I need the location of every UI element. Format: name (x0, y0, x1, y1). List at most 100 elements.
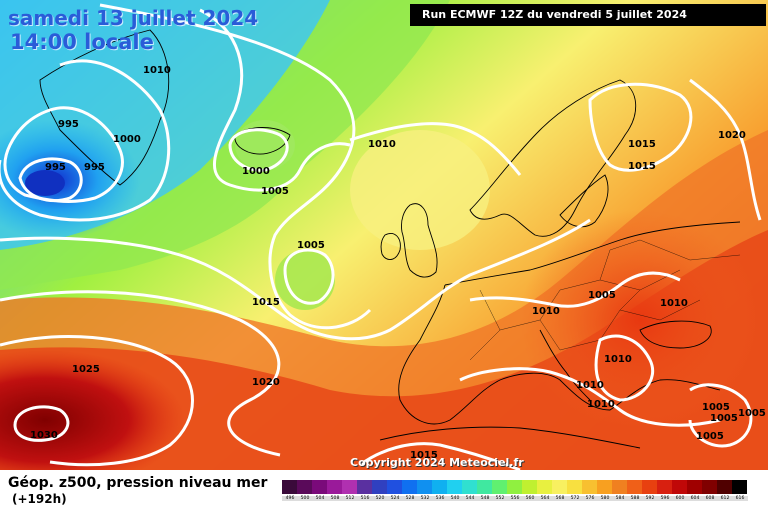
isobar-label: 995 (45, 162, 66, 173)
scale-label: 532 (417, 496, 433, 501)
isobar-label: 1010 (143, 65, 171, 76)
isobar-label: 1005 (588, 290, 616, 301)
scale-label: 568 (552, 496, 568, 501)
scale-label: 548 (477, 496, 493, 501)
isobar-label: 1030 (30, 430, 58, 441)
isobar-label: 1005 (710, 413, 738, 424)
scale-label: 512 (342, 496, 358, 501)
isobar-1025 (0, 335, 194, 467)
color-scale: 496 500 504 508 512 516 520 524 528 532 536 540 544 5… (282, 480, 748, 504)
scale-label: 556 (507, 496, 523, 501)
isobar-label: 1010 (660, 298, 688, 309)
scale-label: 576 (582, 496, 598, 501)
isobar-1000-iceland (228, 128, 289, 172)
scale-swatch (282, 480, 297, 494)
scale-swatch (552, 480, 567, 494)
isobar-1020-east (689, 78, 762, 221)
isobar-label: 995 (84, 162, 105, 173)
forecast-date: samedi 13 juillet 2024 (8, 6, 259, 30)
scale-label: 572 (567, 496, 583, 501)
yellow-ridge (350, 130, 490, 250)
scale-swatch (657, 480, 672, 494)
scale-swatch (447, 480, 462, 494)
scale-label: 600 (672, 496, 688, 501)
isobar-1010-north (349, 122, 522, 176)
scale-label: 560 (522, 496, 538, 501)
europe-coast (398, 221, 741, 425)
isobar-1020 (0, 290, 281, 457)
scale-swatch (372, 480, 387, 494)
scale-label: 516 (357, 496, 373, 501)
forecast-time: 14:00 locale (10, 30, 154, 54)
scale-label: 592 (642, 496, 658, 501)
scale-label: 552 (492, 496, 508, 501)
isobar-label: 1000 (113, 134, 141, 145)
scale-label: 588 (627, 496, 643, 501)
border-lines-west (469, 289, 601, 361)
scale-swatch (522, 480, 537, 494)
low-center-shading (0, 120, 140, 240)
isobar-label: 1015 (252, 297, 280, 308)
isobar-label: 1010 (368, 139, 396, 150)
isobars (0, 3, 762, 470)
border-lines-north (599, 239, 741, 281)
isobar-labels: 995 995 995 1000 1000 1005 1005 1010 101… (30, 65, 766, 461)
isobar-label: 1020 (252, 377, 280, 388)
isobar-1010 (99, 3, 372, 330)
scale-swatch (357, 480, 372, 494)
scale-label: 544 (462, 496, 478, 501)
ireland-coast (380, 233, 401, 260)
italy-coast (539, 329, 591, 401)
scale-swatch (612, 480, 627, 494)
copyright-notice: Copyright 2024 Meteociel.fr (350, 456, 524, 469)
isobar-label: 1005 (297, 240, 325, 251)
isobar-995-outer (3, 106, 124, 203)
scale-label: 608 (702, 496, 718, 501)
scandinavia-coast (469, 79, 637, 237)
coastlines (39, 29, 741, 449)
scale-swatch (342, 480, 357, 494)
isobar-label: 1015 (628, 161, 656, 172)
scale-swatch (312, 480, 327, 494)
isobar-label: 1000 (242, 166, 270, 177)
scale-swatch (462, 480, 477, 494)
black-sea-coast (639, 320, 712, 349)
scale-swatch (327, 480, 342, 494)
scale-label: 580 (597, 496, 613, 501)
scale-label: 496 (282, 496, 298, 501)
legend-bar: Géop. z500, pression niveau mer (+192h) … (0, 470, 768, 512)
cutoff-low-green (275, 250, 335, 310)
scale-swatch (687, 480, 702, 494)
scale-label: 524 (387, 496, 403, 501)
scale-label: 520 (372, 496, 388, 501)
low-core (25, 170, 65, 196)
isobar-label: 1005 (696, 431, 724, 442)
scale-label: 604 (687, 496, 703, 501)
scale-label: 528 (402, 496, 418, 501)
isobar-label: 1005 (738, 408, 766, 419)
scale-swatch (582, 480, 597, 494)
scale-label: 536 (432, 496, 448, 501)
legend-title: Géop. z500, pression niveau mer (8, 475, 268, 491)
isobar-1015-africa (359, 442, 521, 470)
isobar-label: 1010 (576, 380, 604, 391)
scale-swatch (567, 480, 582, 494)
iceland-green (235, 120, 295, 170)
scale-label: 616 (732, 496, 748, 501)
scale-label: 612 (717, 496, 733, 501)
scale-swatch (477, 480, 492, 494)
isobar-1015 (0, 218, 591, 341)
isobar-1005 (199, 8, 351, 192)
isobar-label: 1015 (410, 450, 438, 461)
scale-swatch (297, 480, 312, 494)
isobar-label: 1010 (532, 306, 560, 317)
model-run-info: Run ECMWF 12Z du vendredi 5 juillet 2024 (410, 4, 766, 26)
isobar-label: 1020 (718, 130, 746, 141)
scale-label: 504 (312, 496, 328, 501)
scale-swatch (717, 480, 732, 494)
isobar-label: 1005 (261, 186, 289, 197)
scale-swatch (537, 480, 552, 494)
scale-label: 540 (447, 496, 463, 501)
isobar-label: 995 (58, 119, 79, 130)
